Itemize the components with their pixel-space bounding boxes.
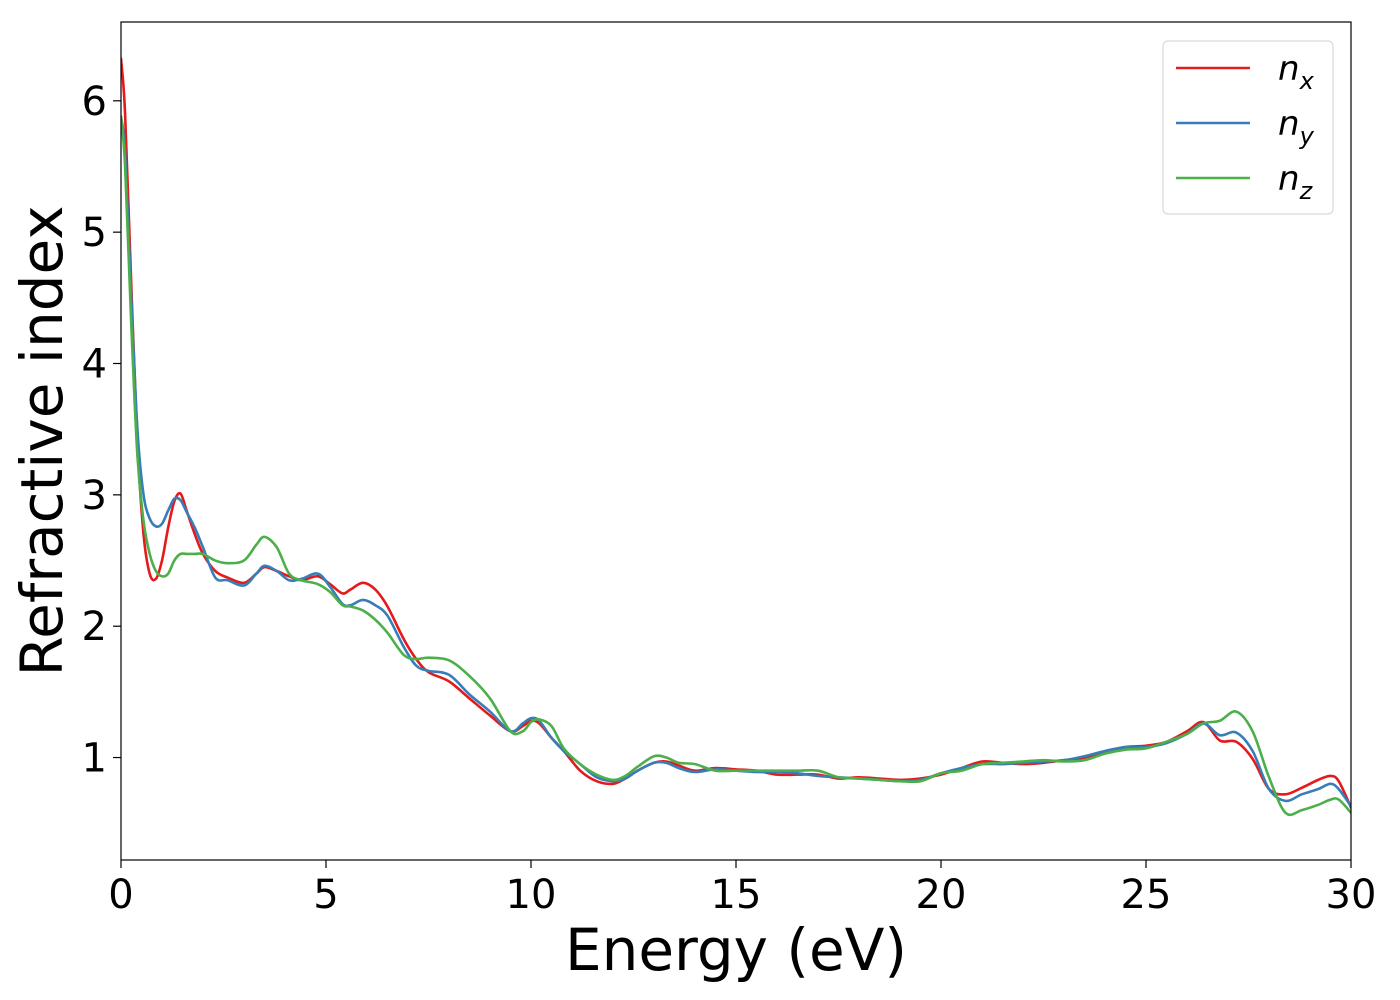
y-tick-label: 3 (82, 473, 107, 519)
x-tick-label: 10 (506, 872, 557, 918)
x-tick-label: 0 (108, 872, 133, 918)
legend-box (1162, 40, 1334, 215)
x-tick-label: 30 (1326, 872, 1377, 918)
y-tick-label: 1 (82, 736, 107, 782)
plot-area (121, 57, 1351, 817)
x-tick-label: 25 (1121, 872, 1172, 918)
series-line-z (121, 115, 1351, 817)
y-tick-label: 6 (82, 79, 107, 125)
y-tick-label: 4 (82, 342, 107, 388)
legend-label-y: ny (1278, 104, 1315, 150)
y-axis-ticks: 1 2 3 4 5 6 (82, 79, 121, 782)
y-tick-label: 5 (82, 210, 107, 256)
y-tick-label: 2 (82, 604, 107, 650)
x-tick-label: 15 (711, 872, 762, 918)
legend: nx ny nz (1162, 40, 1334, 215)
y-axis-title: Refractive index (8, 205, 76, 676)
legend-label-z: nz (1278, 159, 1314, 205)
x-tick-label: 5 (313, 872, 338, 918)
x-tick-label: 20 (916, 872, 967, 918)
x-axis-title: Energy (eV) (565, 916, 907, 984)
legend-label-x: nx (1278, 49, 1315, 95)
series-line-y (121, 115, 1351, 808)
x-axis-ticks: 0 5 10 15 20 25 30 (108, 860, 1376, 918)
